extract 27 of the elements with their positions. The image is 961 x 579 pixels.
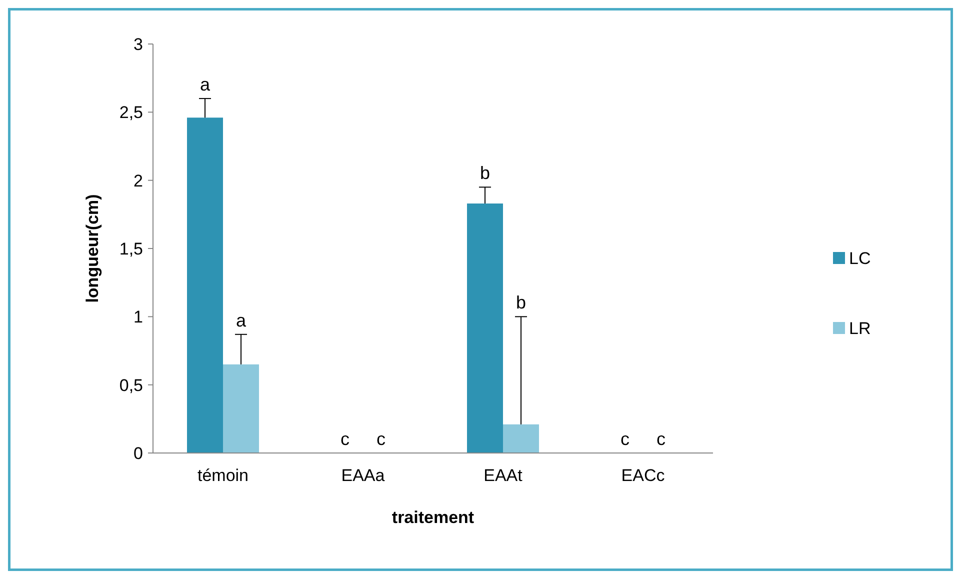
x-tick-label: EAAa xyxy=(341,466,386,485)
y-tick-label: 0,5 xyxy=(119,376,143,395)
annotation: c xyxy=(376,429,386,449)
y-tick-label: 1 xyxy=(134,308,143,327)
bar xyxy=(467,204,503,453)
y-tick-label: 3 xyxy=(134,34,143,54)
annotation: c xyxy=(620,429,630,449)
x-axis-title: traitement xyxy=(392,508,474,527)
annotation: c xyxy=(340,429,350,449)
bar xyxy=(503,424,539,453)
y-tick-label: 2,5 xyxy=(119,103,143,122)
y-tick-label: 0 xyxy=(134,444,143,463)
bar xyxy=(223,364,259,453)
y-axis-title: longueur(cm) xyxy=(83,194,102,303)
legend-label: LR xyxy=(849,318,871,338)
annotation: a xyxy=(200,74,211,95)
legend-label: LC xyxy=(849,248,871,268)
annotation: b xyxy=(480,163,490,184)
x-tick-label: témoin xyxy=(197,466,249,485)
y-tick-label: 1,5 xyxy=(119,239,143,258)
bar xyxy=(187,118,223,453)
x-tick-label: EAAt xyxy=(484,466,523,485)
x-tick-label: EACc xyxy=(621,466,666,485)
annotation: b xyxy=(516,292,526,313)
y-tick-label: 2 xyxy=(134,171,143,190)
annotation: c xyxy=(656,429,666,449)
annotation: a xyxy=(236,310,247,330)
